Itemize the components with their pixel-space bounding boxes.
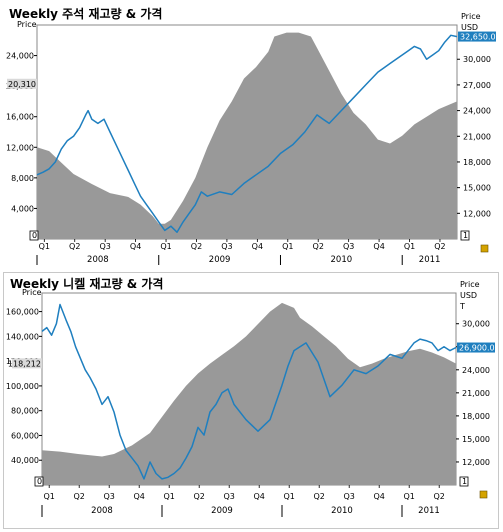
right-tick-label: 24,000	[463, 107, 491, 116]
right-axis-label: USD	[461, 23, 478, 32]
right-corner-label: 1	[462, 477, 467, 486]
left-axis-label: Price	[22, 288, 42, 297]
quarter-label: Q1	[44, 492, 55, 501]
right-tick-label: 15,000	[463, 184, 491, 193]
right-axis-label: Price	[460, 280, 480, 289]
current-value-tag	[458, 31, 496, 42]
chart-title: Weekly 니켈 재고량 & 가격	[10, 277, 164, 291]
chart-plot: Price4,0008,00012,00016,00020,00024,000P…	[6, 12, 496, 265]
quarter-label: Q2	[434, 492, 445, 501]
quarter-label: Q4	[252, 242, 263, 251]
left-axis-label: Price	[17, 20, 37, 29]
right-corner-box	[459, 476, 469, 487]
quarter-label: Q1	[164, 492, 175, 501]
right-tick-label: 15,000	[462, 435, 490, 444]
year-label: 2011	[419, 255, 441, 265]
left-corner-label: 0	[32, 231, 37, 240]
quarter-label: Q1	[404, 492, 415, 501]
last-value-tag	[7, 78, 37, 89]
price-line	[41, 303, 457, 480]
quarter-label: Q2	[74, 492, 85, 501]
last-value-label: 118,212	[8, 359, 41, 368]
quarter-label: Q3	[104, 492, 115, 501]
right-axis-label: USD	[460, 291, 477, 300]
right-axis-label: Price	[461, 12, 481, 21]
year-label: 2008	[87, 255, 109, 265]
right-tick-label: 18,000	[463, 158, 491, 167]
left-tick-label: 160,000	[6, 308, 39, 317]
right-tick-label: 12,000	[463, 209, 491, 218]
settings-icon	[480, 244, 489, 253]
current-value-label: 32,650.0	[460, 33, 496, 42]
quarter-label: Q1	[282, 242, 293, 251]
quarter-label: Q4	[254, 492, 265, 501]
nickel-stock-price-chart: Weekly 니켈 재고량 & 가격 Price 40,000 60,000 80,0…	[3, 272, 499, 529]
quarter-label: Q2	[191, 242, 202, 251]
quarter-label: Q1	[404, 242, 415, 251]
left-tick-label: 12,000	[6, 143, 34, 152]
year-label: 2010	[331, 255, 353, 265]
left-tick-label: 80,000	[11, 407, 39, 416]
left-tick-label: 60,000	[11, 431, 39, 440]
year-label: 2009	[209, 255, 231, 265]
quarter-label: Q3	[344, 492, 355, 501]
right-tick-label: 18,000	[462, 412, 490, 421]
quarter-label: Q1	[39, 242, 50, 251]
right-tick-label: 30,000	[462, 320, 490, 329]
last-value-label: 20,310	[8, 80, 36, 89]
current-value-tag	[457, 342, 495, 353]
right-tick-label: 24,000	[462, 366, 490, 375]
left-tick-label: 8,000	[11, 174, 34, 183]
quarter-label: Q2	[434, 242, 445, 251]
left-corner-box	[34, 476, 44, 487]
quarter-label: Q4	[134, 492, 145, 501]
quarter-label: Q1	[284, 492, 295, 501]
right-corner-label: 1	[463, 231, 468, 240]
year-label: 2010	[331, 506, 353, 516]
left-tick-label: 100,000	[6, 382, 39, 391]
left-tick-label: 140,000	[6, 332, 39, 341]
current-value-label: 26,900.0	[459, 344, 495, 353]
chart-plot: Price40,00060,00080,000100,000120,000140…	[6, 280, 495, 517]
quarter-label: Q2	[314, 492, 325, 501]
quarter-label: Q3	[224, 492, 235, 501]
right-tick-label: 21,000	[462, 389, 490, 398]
quarter-label: Q1	[160, 242, 171, 251]
quarter-label: Q2	[69, 242, 80, 251]
right-tick-label: 12,000	[462, 458, 490, 467]
stock-area	[37, 32, 457, 239]
right-tick-label: 30,000	[463, 55, 491, 64]
right-axis-label: T	[459, 302, 465, 311]
quarter-label: Q4	[373, 242, 384, 251]
quarter-label: Q2	[313, 242, 324, 251]
quarter-label: Q3	[343, 242, 354, 251]
left-tick-label: 24,000	[6, 52, 34, 61]
chart-title: Weekly 주석 재고량 & 가격	[9, 7, 163, 21]
stock-area	[42, 302, 456, 485]
right-corner-box	[460, 230, 470, 241]
quarter-label: Q4	[130, 242, 141, 251]
left-tick-label: 4,000	[11, 204, 34, 213]
year-label: 2008	[91, 506, 113, 516]
right-tick-label: 21,000	[463, 132, 491, 141]
quarter-label: Q2	[194, 492, 205, 501]
tin-stock-price-chart: Weekly 주석 재고량 & 가격 Price 4,000 8,000 12,000…	[3, 3, 499, 267]
quarter-label: Q3	[99, 242, 110, 251]
left-corner-label: 0	[37, 477, 42, 486]
price-line	[36, 34, 458, 233]
quarter-label: Q3	[221, 242, 232, 251]
quarter-label: Q4	[374, 492, 385, 501]
settings-icon	[479, 490, 488, 499]
last-value-tag	[12, 358, 42, 369]
year-label: 2009	[211, 506, 233, 516]
year-label: 2011	[418, 506, 440, 516]
left-corner-box	[29, 230, 39, 241]
left-tick-label: 40,000	[11, 456, 39, 465]
left-tick-label: 16,000	[6, 113, 34, 122]
right-tick-label: 27,000	[463, 81, 491, 90]
